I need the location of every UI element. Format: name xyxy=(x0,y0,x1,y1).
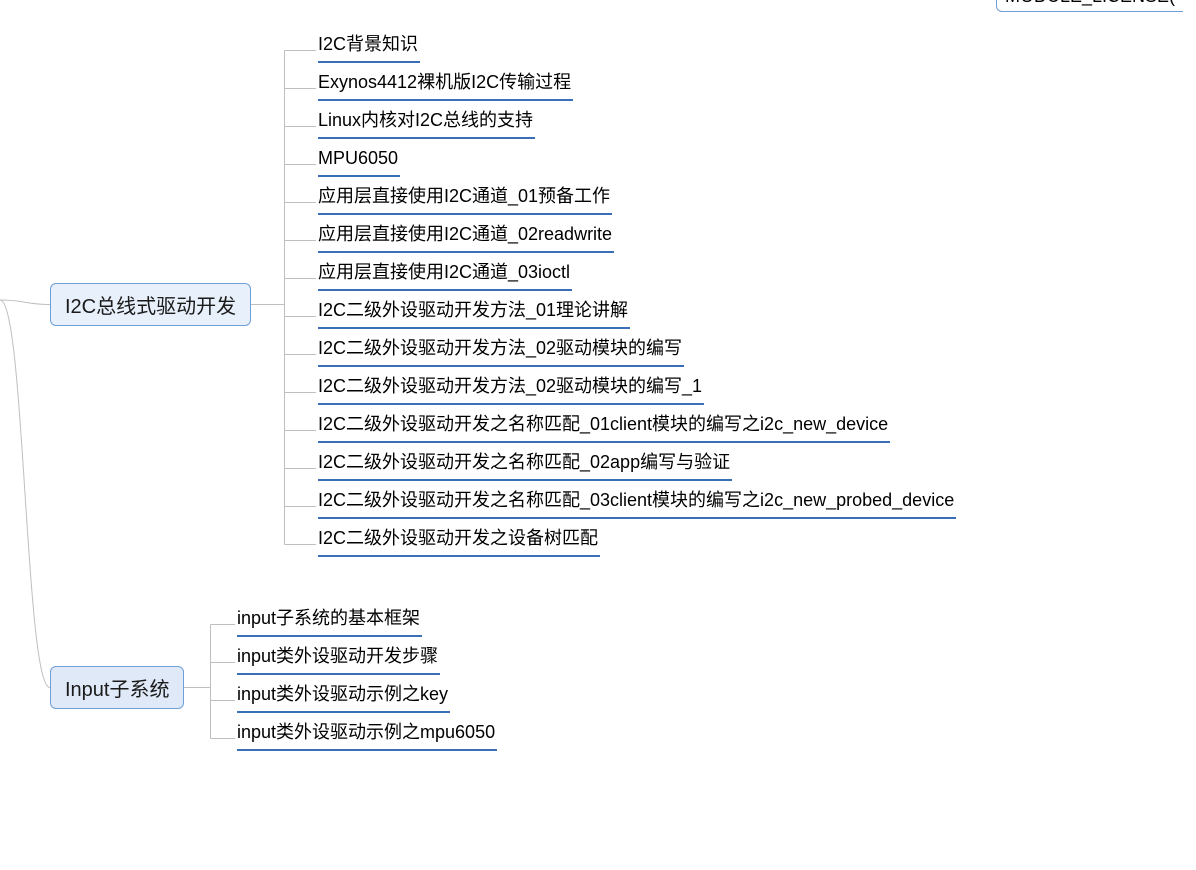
leaf-i2c-11[interactable]: I2C二级外设驱动开发之名称匹配_02app编写与验证 xyxy=(318,448,732,481)
partial-node-module-license: MODULE_LICENSE( xyxy=(996,0,1183,12)
leaf-i2c-3[interactable]: MPU6050 xyxy=(318,144,400,177)
leaf-i2c-13[interactable]: I2C二级外设驱动开发之设备树匹配 xyxy=(318,524,600,557)
leaf-label: I2C二级外设驱动开发方法_01理论讲解 xyxy=(318,296,630,329)
leaf-label: 应用层直接使用I2C通道_02readwrite xyxy=(318,220,614,253)
leaf-label: 应用层直接使用I2C通道_03ioctl xyxy=(318,258,572,291)
leaf-input-1[interactable]: input类外设驱动开发步骤 xyxy=(237,642,440,675)
leaf-i2c-4[interactable]: 应用层直接使用I2C通道_01预备工作 xyxy=(318,182,612,215)
leaf-i2c-8[interactable]: I2C二级外设驱动开发方法_02驱动模块的编写 xyxy=(318,334,684,367)
leaf-label: I2C二级外设驱动开发之名称匹配_01client模块的编写之i2c_new_d… xyxy=(318,410,890,443)
partial-node-label: MODULE_LICENSE( xyxy=(1005,0,1175,6)
leaf-i2c-9[interactable]: I2C二级外设驱动开发方法_02驱动模块的编写_1 xyxy=(318,372,704,405)
leaf-label: input类外设驱动示例之mpu6050 xyxy=(237,718,497,751)
leaf-label: Linux内核对I2C总线的支持 xyxy=(318,106,535,139)
node-i2c[interactable]: I2C总线式驱动开发 xyxy=(50,283,251,326)
leaf-i2c-5[interactable]: 应用层直接使用I2C通道_02readwrite xyxy=(318,220,614,253)
leaf-i2c-2[interactable]: Linux内核对I2C总线的支持 xyxy=(318,106,535,139)
leaf-i2c-7[interactable]: I2C二级外设驱动开发方法_01理论讲解 xyxy=(318,296,630,329)
leaf-label: I2C二级外设驱动开发方法_02驱动模块的编写_1 xyxy=(318,372,704,405)
leaf-label: I2C二级外设驱动开发方法_02驱动模块的编写 xyxy=(318,334,684,367)
leaf-label: I2C二级外设驱动开发之设备树匹配 xyxy=(318,524,600,557)
leaf-label: I2C二级外设驱动开发之名称匹配_02app编写与验证 xyxy=(318,448,732,481)
leaf-i2c-10[interactable]: I2C二级外设驱动开发之名称匹配_01client模块的编写之i2c_new_d… xyxy=(318,410,890,443)
leaf-i2c-6[interactable]: 应用层直接使用I2C通道_03ioctl xyxy=(318,258,572,291)
leaf-label: Exynos4412裸机版I2C传输过程 xyxy=(318,68,573,101)
leaf-label: 应用层直接使用I2C通道_01预备工作 xyxy=(318,182,612,215)
node-input[interactable]: Input子系统 xyxy=(50,666,184,709)
leaf-label: I2C背景知识 xyxy=(318,30,420,63)
leaf-input-2[interactable]: input类外设驱动示例之key xyxy=(237,680,450,713)
leaf-input-3[interactable]: input类外设驱动示例之mpu6050 xyxy=(237,718,497,751)
leaf-label: MPU6050 xyxy=(318,144,400,177)
leaf-label: input类外设驱动开发步骤 xyxy=(237,642,440,675)
leaf-i2c-1[interactable]: Exynos4412裸机版I2C传输过程 xyxy=(318,68,573,101)
leaf-label: input子系统的基本框架 xyxy=(237,604,422,637)
leaf-i2c-12[interactable]: I2C二级外设驱动开发之名称匹配_03client模块的编写之i2c_new_p… xyxy=(318,486,956,519)
leaf-i2c-0[interactable]: I2C背景知识 xyxy=(318,30,420,63)
leaf-input-0[interactable]: input子系统的基本框架 xyxy=(237,604,422,637)
leaf-label: I2C二级外设驱动开发之名称匹配_03client模块的编写之i2c_new_p… xyxy=(318,486,956,519)
leaf-label: input类外设驱动示例之key xyxy=(237,680,450,713)
